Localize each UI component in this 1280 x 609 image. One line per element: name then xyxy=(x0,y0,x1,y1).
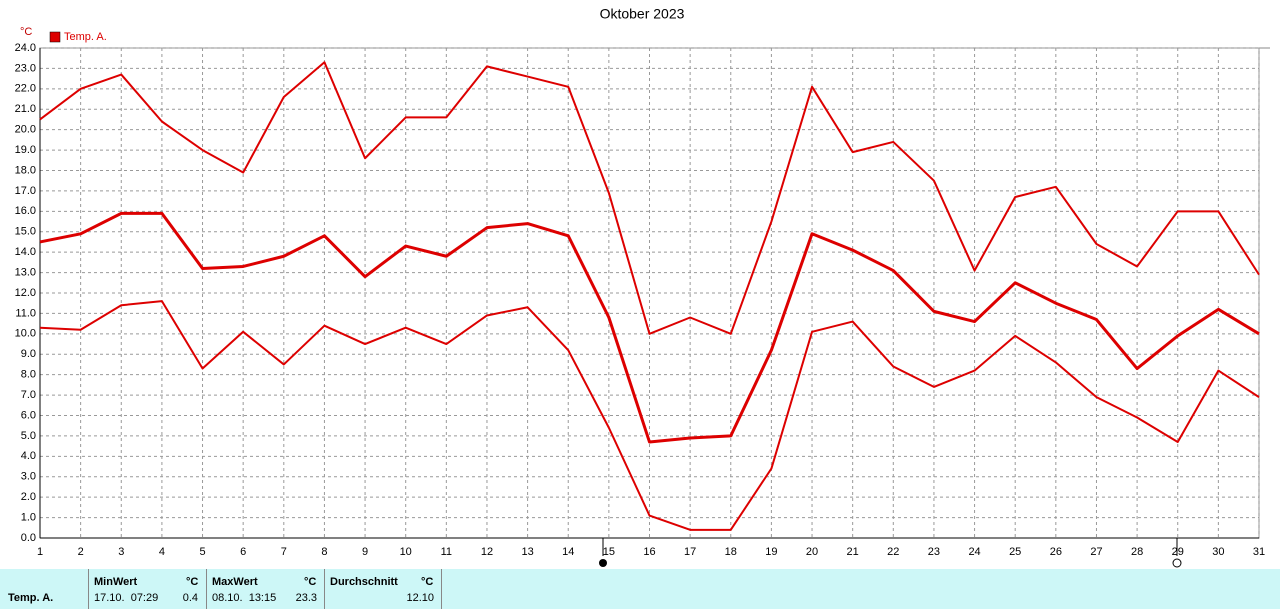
x-tick-label: 27 xyxy=(1090,546,1102,558)
chart-title: Oktober 2023 xyxy=(600,6,685,22)
y-tick-label: 21.0 xyxy=(15,103,36,115)
col-value: 12.10 xyxy=(406,592,434,604)
summary-panel: Temp. A. MinWert °C 17.10. 07:29 0.4 Max… xyxy=(0,569,1280,609)
y-tick-label: 5.0 xyxy=(21,430,36,442)
x-tick-label: 26 xyxy=(1050,546,1062,558)
y-tick-label: 4.0 xyxy=(21,450,36,462)
x-tick-label: 31 xyxy=(1253,546,1265,558)
col-unit: °C xyxy=(186,576,199,588)
full-moon-icon xyxy=(599,559,607,567)
col-header: MaxWert xyxy=(212,576,258,588)
y-tick-label: 12.0 xyxy=(15,287,36,299)
col-value: 0.4 xyxy=(182,592,198,604)
legend-label: Temp. A. xyxy=(64,31,107,43)
separator xyxy=(88,569,89,609)
x-tick-label: 20 xyxy=(806,546,818,558)
y-tick-label: 24.0 xyxy=(15,42,36,54)
chart: Oktober 2023 °C 0.0 1.0 2.0 3.0 4.0 5.0 6.0 7.0… xyxy=(15,6,1270,568)
x-tick-label: 17 xyxy=(684,546,696,558)
x-tick-label: 29 xyxy=(1172,546,1184,558)
x-tick-label: 5 xyxy=(199,546,205,558)
x-tick-label: 10 xyxy=(400,546,412,558)
col-unit: °C xyxy=(421,576,434,588)
legend-swatch xyxy=(49,31,61,43)
y-tick-label: 17.0 xyxy=(15,185,36,197)
x-tick-label: 9 xyxy=(362,546,368,558)
y-tick-label: 11.0 xyxy=(15,307,36,319)
col-time: 17.10. 07:29 xyxy=(94,592,159,604)
col-header: Durchschnitt xyxy=(330,576,398,588)
x-tick-label: 19 xyxy=(765,546,777,558)
x-tick-label: 21 xyxy=(847,546,859,558)
col-header: MinWert xyxy=(94,576,138,588)
y-tick-label: 2.0 xyxy=(21,491,36,503)
separator xyxy=(441,569,442,609)
y-tick-label: 15.0 xyxy=(15,226,36,238)
y-tick-label: 9.0 xyxy=(21,348,36,360)
y-tick-label: 1.0 xyxy=(21,511,36,523)
x-tick-label: 16 xyxy=(643,546,655,558)
separator xyxy=(206,569,207,609)
new-moon-icon xyxy=(1172,558,1182,568)
y-tick-label: 23.0 xyxy=(15,62,36,74)
x-tick-label: 15 xyxy=(603,546,615,558)
row-label: Temp. A. xyxy=(8,592,54,604)
y-tick-label: 16.0 xyxy=(15,205,36,217)
col-time: 08.10. 13:15 xyxy=(212,592,277,604)
y-tick-label: 14.0 xyxy=(15,246,36,258)
y-tick-label: 22.0 xyxy=(15,83,36,95)
y-tick-label: 18.0 xyxy=(15,164,36,176)
x-tick-label: 13 xyxy=(521,546,533,558)
x-tick-label: 28 xyxy=(1131,546,1143,558)
x-tick-label: 8 xyxy=(321,546,327,558)
series-line xyxy=(39,61,1260,335)
x-tick-label: 3 xyxy=(118,546,124,558)
x-tick-label: 7 xyxy=(281,546,287,558)
x-tick-label: 25 xyxy=(1009,546,1021,558)
y-tick-label: 3.0 xyxy=(21,471,36,483)
separator xyxy=(324,569,325,609)
x-tick-label: 14 xyxy=(562,546,574,558)
y-unit: °C xyxy=(20,26,32,38)
y-tick-label: 8.0 xyxy=(21,369,36,381)
x-tick-label: 22 xyxy=(887,546,899,558)
col-unit: °C xyxy=(304,576,317,588)
series-line xyxy=(39,211,1260,444)
x-tick-label: 12 xyxy=(481,546,493,558)
x-tick-label: 18 xyxy=(725,546,737,558)
col-value: 23.3 xyxy=(295,592,317,604)
x-tick-label: 23 xyxy=(928,546,940,558)
x-tick-label: 6 xyxy=(240,546,246,558)
y-tick-label: 20.0 xyxy=(15,124,36,136)
x-tick-label: 30 xyxy=(1212,546,1224,558)
x-tick-label: 11 xyxy=(441,546,452,558)
y-tick-label: 13.0 xyxy=(15,266,36,278)
x-tick-label: 2 xyxy=(78,546,84,558)
y-tick-label: 6.0 xyxy=(21,409,36,421)
x-tick-label: 1 xyxy=(37,546,43,558)
x-tick-label: 24 xyxy=(968,546,980,558)
series-line xyxy=(39,300,1260,531)
y-tick-label: 10.0 xyxy=(15,328,36,340)
y-tick-label: 7.0 xyxy=(21,389,36,401)
x-tick-label: 4 xyxy=(159,546,165,558)
y-tick-label: 0.0 xyxy=(21,532,36,544)
y-tick-label: 19.0 xyxy=(15,144,36,156)
